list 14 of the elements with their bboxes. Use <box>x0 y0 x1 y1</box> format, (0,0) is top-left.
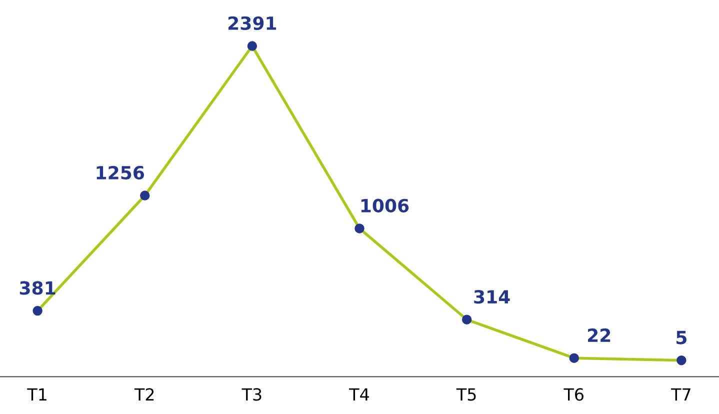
data-label: 2391 <box>228 16 276 30</box>
x-tick-label: T4 <box>349 388 369 401</box>
data-label: 314 <box>474 290 510 304</box>
x-tick-label: T6 <box>564 388 584 401</box>
data-label: 5 <box>676 330 686 344</box>
x-tick-label: T1 <box>27 388 46 401</box>
data-label: 1006 <box>361 198 409 212</box>
x-tick-label: T5 <box>456 388 476 401</box>
data-label: 381 <box>20 281 56 295</box>
x-tick-label: T2 <box>134 388 154 401</box>
data-label: 1256 <box>96 166 144 180</box>
x-tick-label: T3 <box>242 388 262 401</box>
data-label: 22 <box>588 328 610 342</box>
x-tick-label: T7 <box>671 388 690 401</box>
